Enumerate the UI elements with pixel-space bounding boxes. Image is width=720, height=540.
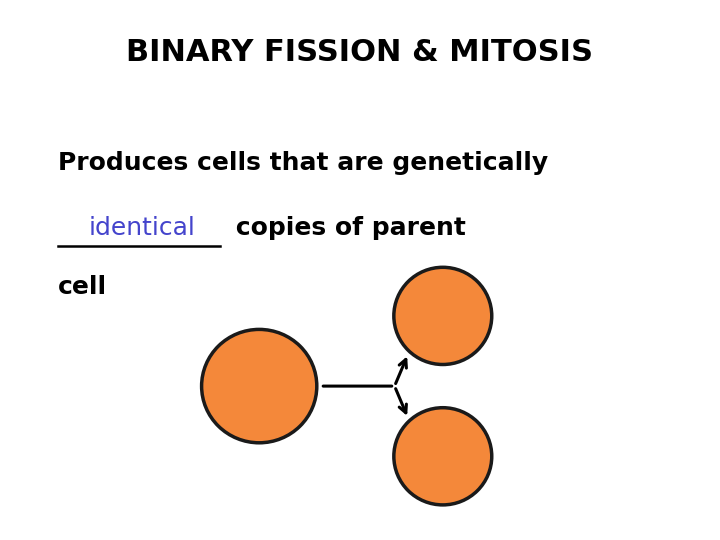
Text: cell: cell — [58, 275, 107, 299]
Text: copies of parent: copies of parent — [227, 216, 466, 240]
Ellipse shape — [202, 329, 317, 443]
Text: BINARY FISSION & MITOSIS: BINARY FISSION & MITOSIS — [127, 38, 593, 67]
Text: Produces cells that are genetically: Produces cells that are genetically — [58, 151, 548, 175]
Text: identical: identical — [89, 216, 196, 240]
Ellipse shape — [394, 408, 492, 505]
Ellipse shape — [394, 267, 492, 365]
